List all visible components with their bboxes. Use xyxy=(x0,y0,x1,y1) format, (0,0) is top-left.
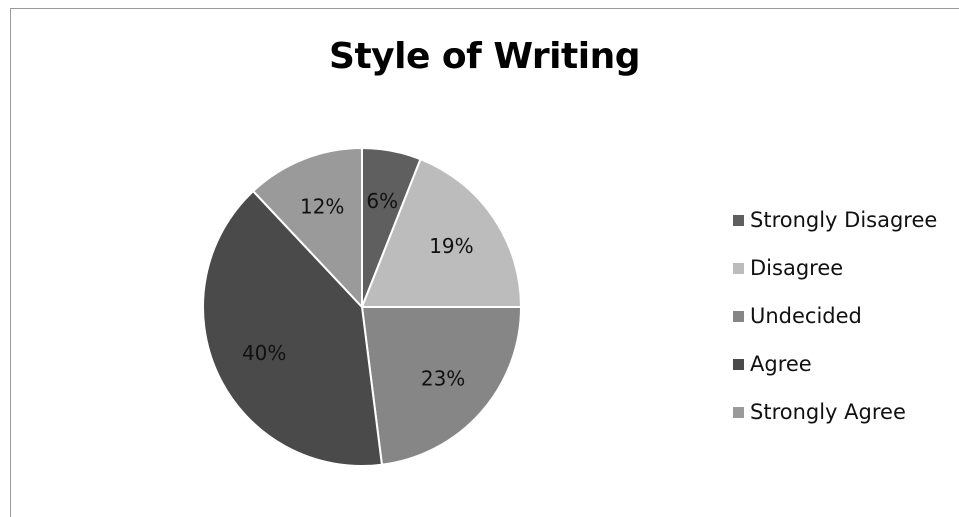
legend-item-strongly-disagree: Strongly Disagree xyxy=(733,196,937,244)
pie-slice-labels: 6% 19% 23% 40% 12% xyxy=(242,189,474,391)
legend-item-strongly-agree: Strongly Agree xyxy=(733,388,937,436)
legend-label: Undecided xyxy=(750,304,862,328)
legend-label: Strongly Agree xyxy=(750,400,906,424)
legend-swatch xyxy=(733,214,744,226)
pie-slice-agree xyxy=(202,190,383,468)
chart-legend: Strongly Disagree Disagree Undecided Agree S… xyxy=(733,196,937,436)
legend-item-undecided: Undecided xyxy=(733,292,937,340)
data-label-undecided: 23% xyxy=(421,367,465,391)
pie-slice-strongly-agree xyxy=(252,147,363,308)
legend-swatch xyxy=(733,358,744,370)
pie-slice-disagree xyxy=(361,158,522,308)
legend-swatch xyxy=(733,310,744,322)
legend-item-disagree: Disagree xyxy=(733,244,937,292)
legend-swatch xyxy=(733,406,744,418)
data-label-strongly-disagree: 6% xyxy=(366,189,398,213)
legend-label: Strongly Disagree xyxy=(750,208,938,232)
pie-slice-undecided xyxy=(361,306,522,466)
pie-slices xyxy=(202,147,522,468)
data-label-agree: 40% xyxy=(242,341,286,365)
legend-label: Agree xyxy=(750,352,812,376)
legend-item-agree: Agree xyxy=(733,340,937,388)
legend-label: Disagree xyxy=(750,256,844,280)
data-label-strongly-agree: 12% xyxy=(300,194,344,218)
data-label-disagree: 19% xyxy=(429,234,473,258)
chart-title: Style of Writing xyxy=(329,36,640,77)
legend-swatch xyxy=(733,262,744,274)
